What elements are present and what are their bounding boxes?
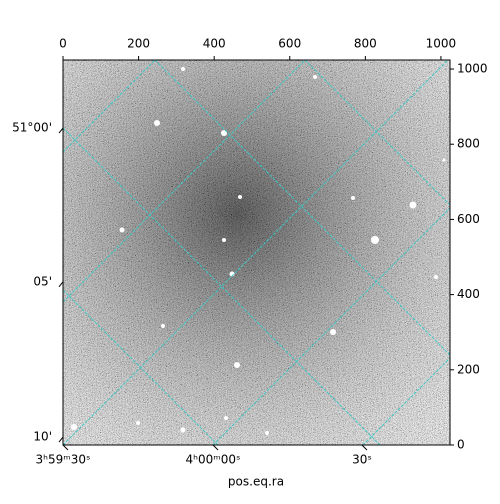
x-tick-label: 0: [59, 37, 67, 51]
x-tick-label: 1000: [426, 37, 457, 51]
x-tick-label: 800: [354, 37, 377, 51]
ra-tick-label: 3ʰ59ᵐ30ˢ: [36, 453, 91, 467]
dec-tick: [58, 281, 64, 288]
ra-tick: [361, 444, 368, 451]
ra-tick: [212, 444, 219, 451]
y-tick-label: 0: [457, 438, 465, 452]
dec-tick-label: 10': [33, 430, 52, 444]
y-tick-label: 1000: [457, 62, 488, 76]
axes-frame: [62, 59, 451, 446]
stars: [71, 67, 446, 435]
dec-tick-label: 05': [33, 274, 52, 288]
y-tick-label: 600: [457, 212, 480, 226]
coordinate-grid: [63, 60, 450, 445]
x-axis-label: pos.eq.ra: [228, 475, 284, 489]
x-tick-label: 400: [203, 37, 226, 51]
dec-tick-label: 51°00': [12, 121, 52, 135]
y-tick-label: 400: [457, 287, 480, 301]
x-tick-label: 200: [127, 37, 150, 51]
dec-tick: [58, 436, 64, 443]
ra-tick: [62, 444, 69, 451]
dec-tick: [58, 127, 64, 134]
ra-tick-label: 4ʰ00ᵐ00ˢ: [186, 453, 241, 467]
x-tick-label: 600: [278, 37, 301, 51]
image: [63, 60, 450, 445]
y-tick-label: 200: [457, 362, 480, 376]
y-tick-label: 800: [457, 137, 480, 151]
ra-tick-label: 30ˢ: [352, 453, 372, 467]
